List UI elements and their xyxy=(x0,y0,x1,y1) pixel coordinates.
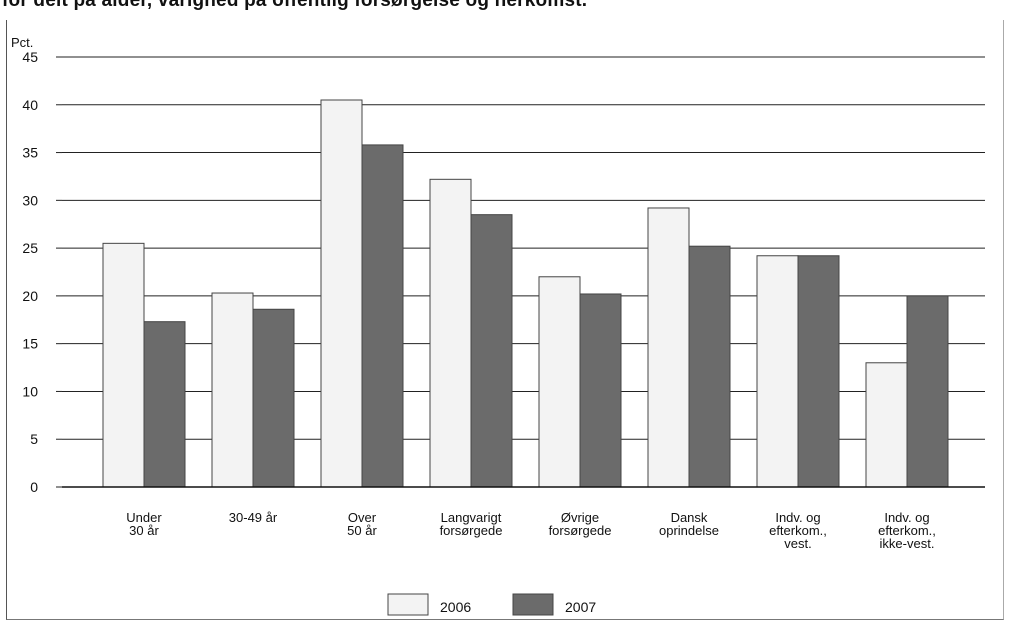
category-label-line: Over xyxy=(348,510,377,525)
category-label: Øvrige forsørgede xyxy=(549,510,612,538)
category-label-line: efterkom., xyxy=(878,523,936,538)
y-tick-label: 45 xyxy=(22,49,38,65)
bar-2007 xyxy=(470,214,513,488)
category-label-line: forsørgede xyxy=(549,523,612,538)
legend-label-2007: 2007 xyxy=(565,599,596,615)
y-tick-label: 25 xyxy=(22,240,38,256)
category-label-line: ikke-vest. xyxy=(880,536,935,551)
bar-2006 xyxy=(211,292,254,488)
y-tick-label: 30 xyxy=(22,192,38,208)
category-label: Langvarigt forsørgede xyxy=(440,510,503,538)
category-label: 30-49 år xyxy=(229,510,278,525)
category-label: Dansk oprindelse xyxy=(659,510,719,538)
bar-2006 xyxy=(102,242,145,488)
y-tick-label: 40 xyxy=(22,97,38,113)
category-label: Over 50 år xyxy=(347,510,377,538)
y-tick-label: 15 xyxy=(22,336,38,352)
bar-2006 xyxy=(538,276,581,488)
bar-2006 xyxy=(429,178,472,488)
category-label-line: Under xyxy=(126,510,162,525)
bar-2007 xyxy=(797,255,840,488)
y-tick-label: 35 xyxy=(22,145,38,161)
category-label-line: forsørgede xyxy=(440,523,503,538)
bar-2007 xyxy=(252,308,295,488)
y-tick-label: 10 xyxy=(22,383,38,399)
bar-2007 xyxy=(688,245,731,488)
bar-2006 xyxy=(320,99,363,488)
y-tick-label: 5 xyxy=(30,431,38,447)
category-label-line: oprindelse xyxy=(659,523,719,538)
bar-2006 xyxy=(756,255,799,488)
bar-2007 xyxy=(361,144,404,488)
category-label: Under 30 år xyxy=(126,510,162,538)
category-label-line: Indv. og xyxy=(884,510,929,525)
bar-2007 xyxy=(906,295,949,488)
legend-label-2006: 2006 xyxy=(440,599,471,615)
category-label-line: 30-49 år xyxy=(229,510,278,525)
category-label-line: Langvarigt xyxy=(441,510,502,525)
category-label-line: 50 år xyxy=(347,523,377,538)
y-unit-label: Pct. xyxy=(11,35,33,50)
y-tick-label: 0 xyxy=(30,479,38,495)
category-label-line: vest. xyxy=(784,536,811,551)
legend-swatch-2006 xyxy=(387,593,429,616)
category-label-line: efterkom., xyxy=(769,523,827,538)
category-label-line: Dansk xyxy=(671,510,708,525)
bar-2007 xyxy=(579,293,622,488)
bar-2006 xyxy=(865,362,908,488)
y-tick-label: 20 xyxy=(22,288,38,304)
legend-swatch-2007 xyxy=(512,593,554,616)
category-label: Indv. og efterkom., vest. xyxy=(769,510,827,551)
bar-2007 xyxy=(143,321,186,488)
chart-frame xyxy=(6,20,1004,620)
category-label-line: Indv. og xyxy=(775,510,820,525)
chart-title: for delt på alder, varighed på offentlig… xyxy=(2,0,588,11)
bar-2006 xyxy=(647,207,690,488)
category-label-line: 30 år xyxy=(129,523,159,538)
category-label: Indv. og efterkom., ikke-vest. xyxy=(878,510,936,551)
category-label-line: Øvrige xyxy=(561,510,599,525)
